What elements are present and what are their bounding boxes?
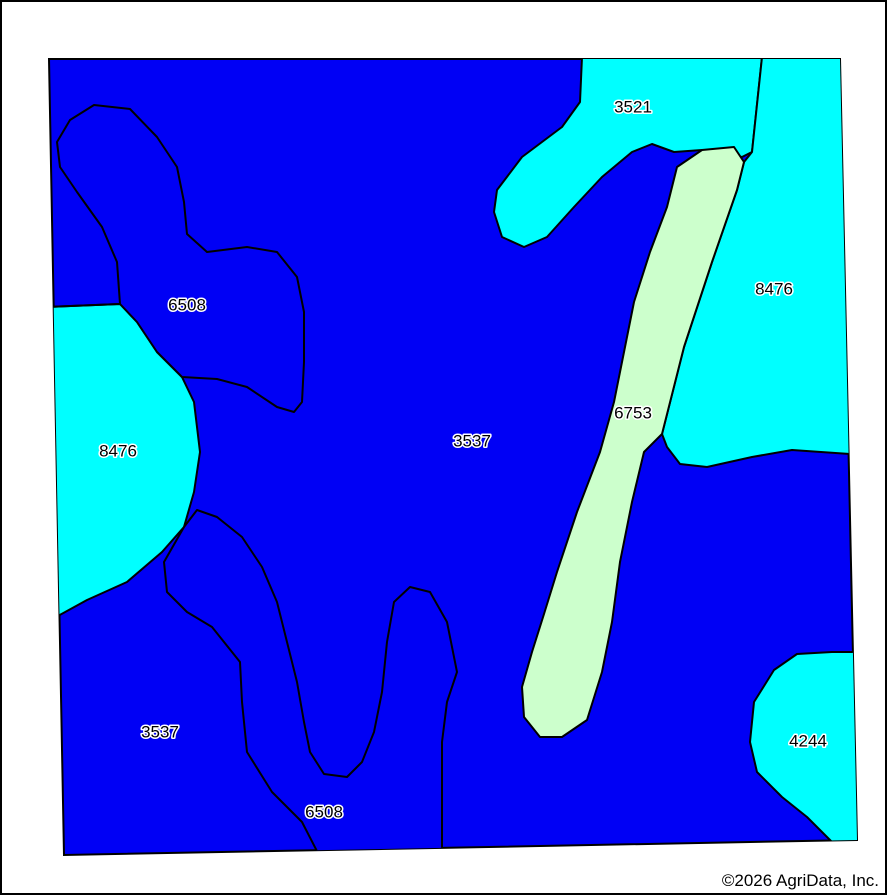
map-unit-label-6753: 6753 <box>614 403 652 422</box>
soil-polygon-6508-bottom <box>163 509 458 855</box>
map-unit-label-6508-bottom: 6508 <box>305 802 343 821</box>
map-unit-label-3537-center: 3537 <box>453 431 491 450</box>
map-unit-label-8476-right: 8476 <box>755 279 793 298</box>
map-unit-label-4244: 4244 <box>789 731 827 750</box>
map-unit-label-6508-upper: 6508 <box>168 295 206 314</box>
soil-polygon-6753 <box>521 146 745 738</box>
copyright-text: ©2026 AgriData, Inc. <box>721 871 879 890</box>
map-unit-label-3537-lower: 3537 <box>141 722 179 741</box>
map-unit-label-3521: 3521 <box>614 97 652 116</box>
map-unit-label-8476-left: 8476 <box>99 441 137 460</box>
soil-polygon-6508-upper <box>49 104 305 413</box>
soil-polygon-3521 <box>493 59 763 248</box>
